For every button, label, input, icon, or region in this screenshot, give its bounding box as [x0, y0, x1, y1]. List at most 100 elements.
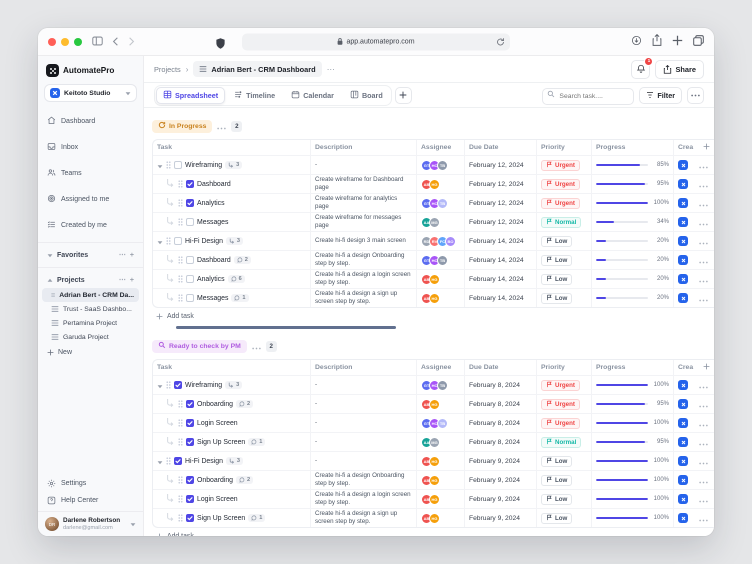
drag-handle-icon[interactable]: [166, 156, 171, 174]
more-icon[interactable]: [217, 117, 227, 135]
workspace-selector[interactable]: Keitoto Studio: [44, 84, 137, 102]
sidebar-project-item[interactable]: Adrian Bert - CRM Da...: [42, 288, 139, 302]
task-name[interactable]: Analytics: [197, 275, 225, 283]
tab-calendar[interactable]: Calendar: [284, 87, 341, 104]
close-window-icon[interactable]: [48, 37, 56, 46]
priority-badge[interactable]: Urgent: [541, 417, 580, 429]
sidebar-item-assigned-to-me[interactable]: Assigned to me: [38, 186, 143, 212]
task-name[interactable]: Messages: [197, 218, 229, 226]
row-more-icon[interactable]: [699, 433, 710, 451]
add-column-button[interactable]: [703, 143, 710, 152]
priority-badge[interactable]: Low: [541, 455, 573, 467]
task-name[interactable]: Sign Up Screen: [197, 514, 246, 522]
sidebar-item-dashboard[interactable]: Dashboard: [38, 108, 143, 134]
search-input[interactable]: [542, 88, 635, 105]
priority-badge[interactable]: Low: [541, 474, 573, 486]
row-more-icon[interactable]: [699, 414, 710, 432]
task-checkbox[interactable]: [186, 400, 194, 408]
task-checkbox[interactable]: [186, 256, 194, 264]
more-options-button[interactable]: [687, 86, 704, 104]
favorites-section[interactable]: Favorites ⋯ +: [38, 247, 143, 263]
priority-badge[interactable]: Low: [541, 273, 573, 285]
sidebar-item-teams[interactable]: Teams: [38, 160, 143, 186]
task-checkbox[interactable]: [186, 180, 194, 188]
task-checkbox[interactable]: [186, 495, 194, 503]
drag-handle-icon[interactable]: [166, 376, 171, 394]
row-more-icon[interactable]: [699, 289, 710, 307]
priority-badge[interactable]: Urgent: [541, 159, 580, 171]
row-more-icon[interactable]: [699, 175, 710, 193]
drag-handle-icon[interactable]: [178, 433, 183, 451]
shield-icon[interactable]: [216, 36, 225, 54]
zoom-window-icon[interactable]: [74, 37, 82, 46]
drag-handle-icon[interactable]: [178, 471, 183, 489]
sidebar-item-created-by-me[interactable]: Created by me: [38, 212, 143, 238]
tab-spreadsheet[interactable]: Spreadsheet: [156, 86, 226, 104]
drag-handle-icon[interactable]: [166, 232, 171, 250]
drag-handle-icon[interactable]: [178, 270, 183, 288]
sidebar-project-item[interactable]: Pertamina Project: [42, 316, 139, 330]
new-button[interactable]: New: [38, 344, 143, 361]
drag-handle-icon[interactable]: [178, 414, 183, 432]
row-more-icon[interactable]: [699, 213, 710, 231]
page-title[interactable]: Adrian Bert - CRM Dashboard: [193, 61, 322, 77]
priority-badge[interactable]: Urgent: [541, 379, 580, 391]
refresh-icon[interactable]: [496, 37, 505, 48]
task-checkbox[interactable]: [174, 381, 182, 389]
more-icon[interactable]: ⋯: [326, 64, 335, 74]
task-name[interactable]: Sign Up Screen: [197, 438, 246, 446]
notifications-button[interactable]: 1: [631, 56, 654, 79]
task-name[interactable]: Dashboard: [197, 256, 231, 264]
add-favorite-icon[interactable]: +: [129, 251, 134, 259]
group-status-badge[interactable]: In Progress: [152, 119, 213, 133]
collapse-caret-icon[interactable]: [157, 376, 163, 394]
task-checkbox[interactable]: [186, 199, 194, 207]
forward-icon[interactable]: [128, 33, 135, 51]
drag-handle-icon[interactable]: [178, 395, 183, 413]
task-name[interactable]: Hi-Fi Design: [185, 457, 223, 465]
row-more-icon[interactable]: [699, 452, 710, 470]
priority-badge[interactable]: Low: [541, 254, 573, 266]
drag-handle-icon[interactable]: [178, 289, 183, 307]
tab-timeline[interactable]: Timeline: [227, 87, 282, 104]
priority-badge[interactable]: Normal: [541, 436, 582, 448]
row-more-icon[interactable]: [699, 509, 710, 527]
priority-badge[interactable]: Low: [541, 292, 573, 304]
task-checkbox[interactable]: [174, 457, 182, 465]
group-status-badge[interactable]: Ready to check by PM: [152, 339, 247, 353]
minimize-window-icon[interactable]: [61, 37, 69, 46]
task-name[interactable]: Messages: [197, 294, 229, 302]
task-name[interactable]: Wireframing: [185, 381, 223, 389]
priority-badge[interactable]: Urgent: [541, 178, 580, 190]
priority-badge[interactable]: Urgent: [541, 197, 580, 209]
row-more-icon[interactable]: [699, 156, 710, 174]
share-page-icon[interactable]: [652, 33, 662, 51]
user-menu[interactable]: DR Darlene Robertson darlene@gmail.com: [38, 511, 143, 536]
task-checkbox[interactable]: [186, 275, 194, 283]
sidebar-item-inbox[interactable]: Inbox: [38, 134, 143, 160]
task-checkbox[interactable]: [174, 237, 182, 245]
drag-handle-icon[interactable]: [178, 490, 183, 508]
collapse-caret-icon[interactable]: [157, 156, 163, 174]
drag-handle-icon[interactable]: [178, 194, 183, 212]
task-checkbox[interactable]: [174, 161, 182, 169]
tab-board[interactable]: Board: [343, 87, 390, 104]
drag-handle-icon[interactable]: [178, 251, 183, 269]
back-icon[interactable]: [112, 33, 119, 51]
task-name[interactable]: Analytics: [197, 199, 225, 207]
priority-badge[interactable]: Low: [541, 235, 573, 247]
collapse-caret-icon[interactable]: [157, 452, 163, 470]
task-name[interactable]: Onboarding: [197, 400, 234, 408]
tab-overview-icon[interactable]: [693, 33, 704, 51]
collapse-caret-icon[interactable]: [157, 232, 163, 250]
drag-handle-icon[interactable]: [166, 452, 171, 470]
task-checkbox[interactable]: [186, 438, 194, 446]
sidebar-project-item[interactable]: Garuda Project: [42, 330, 139, 344]
breadcrumb-projects[interactable]: Projects: [154, 64, 181, 74]
share-button[interactable]: Share: [655, 59, 704, 79]
task-checkbox[interactable]: [186, 514, 194, 522]
url-bar[interactable]: app.automatepro.com: [242, 33, 510, 50]
more-icon[interactable]: ⋯: [118, 252, 126, 259]
task-checkbox[interactable]: [186, 419, 194, 427]
row-more-icon[interactable]: [699, 232, 710, 250]
